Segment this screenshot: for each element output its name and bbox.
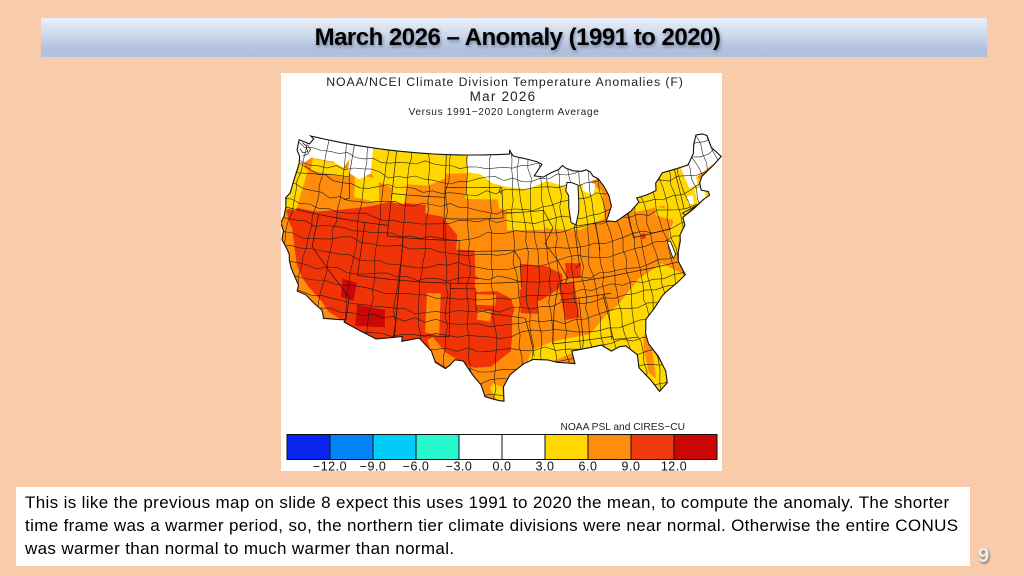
svg-text:6.0: 6.0 [579,460,598,472]
svg-text:NOAA/NCEI Climate Division Tem: NOAA/NCEI Climate Division Temperature A… [326,75,684,89]
svg-text:Versus 1991−2020 Longterm Aver: Versus 1991−2020 Longterm Average [409,107,600,118]
svg-text:9.0: 9.0 [622,460,641,472]
svg-text:12.0: 12.0 [661,460,687,472]
svg-text:Mar 2026: Mar 2026 [470,89,537,104]
svg-text:0.0: 0.0 [493,460,512,472]
svg-text:−12.0: −12.0 [313,460,347,472]
svg-text:−6.0: −6.0 [403,460,430,472]
svg-text:−9.0: −9.0 [360,460,387,472]
svg-text:3.0: 3.0 [536,460,555,472]
svg-text:NOAA PSL and CIRES−CU: NOAA PSL and CIRES−CU [561,422,685,433]
svg-text:−3.0: −3.0 [446,460,473,472]
